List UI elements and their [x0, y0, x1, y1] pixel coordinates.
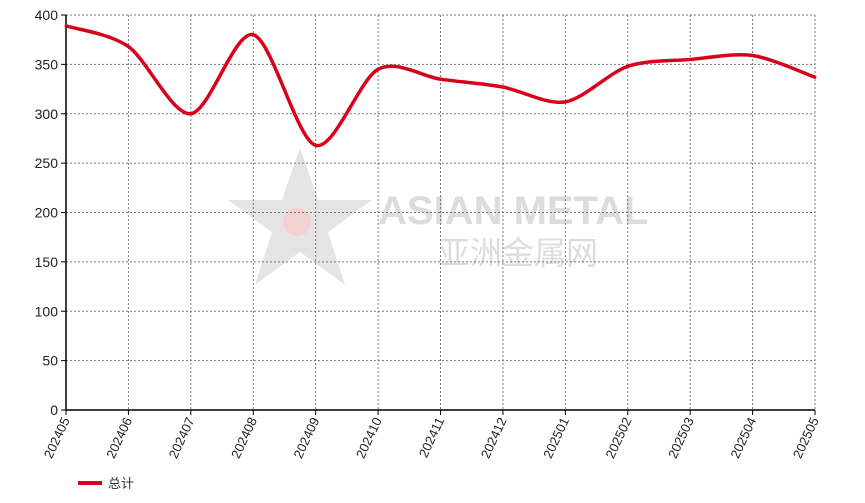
grid: [66, 14, 816, 410]
data-point: [626, 64, 630, 68]
asian-metal-watermark: ASIAN METAL 亚洲金属网: [228, 148, 648, 285]
data-point: [751, 53, 755, 57]
data-point: [189, 112, 193, 116]
data-point: [439, 77, 442, 81]
x-tick-label: 202505: [790, 415, 822, 461]
data-point: [126, 45, 130, 49]
legend: 总计: [78, 476, 134, 491]
x-tick-label: 202405: [41, 415, 73, 461]
watermark-text-en: ASIAN METAL: [378, 189, 648, 233]
y-tick-label: 0: [50, 402, 58, 418]
y-tick-label: 100: [35, 303, 59, 319]
x-tick-label: 202503: [665, 415, 697, 461]
data-point: [563, 100, 567, 104]
am-badge-icon: [283, 208, 311, 236]
series: [64, 24, 817, 148]
data-point: [813, 75, 817, 79]
data-point: [314, 143, 318, 147]
data-point: [376, 67, 380, 71]
x-tick-label: 202411: [416, 415, 448, 460]
x-tick-label: 202501: [540, 415, 572, 461]
x-tick-label: 202409: [290, 415, 322, 461]
star-logo-icon: [228, 148, 372, 285]
x-tick-label: 202410: [353, 415, 385, 461]
x-tick-label: 202408: [228, 415, 260, 461]
y-tick-label: 350: [35, 56, 59, 72]
y-tick-label: 300: [35, 106, 59, 122]
y-tick-label: 250: [35, 155, 59, 171]
x-tick-label: 202504: [727, 415, 759, 461]
y-tick-label: 200: [35, 205, 59, 221]
y-tick-label: 150: [35, 254, 59, 270]
watermark-text-cn: 亚洲金属网: [438, 235, 598, 271]
legend-label: 总计: [108, 476, 134, 491]
y-tick-label: 400: [35, 7, 59, 23]
x-tick-label: 202406: [103, 415, 135, 461]
y-tick-label: 50: [42, 353, 58, 369]
x-tick-label: 202412: [478, 415, 510, 461]
x-tick-label: 202502: [603, 415, 635, 461]
data-point: [251, 33, 255, 37]
data-point: [501, 85, 505, 89]
x-tick-label: 202407: [166, 415, 198, 461]
data-point: [64, 24, 68, 28]
data-point: [688, 57, 692, 61]
